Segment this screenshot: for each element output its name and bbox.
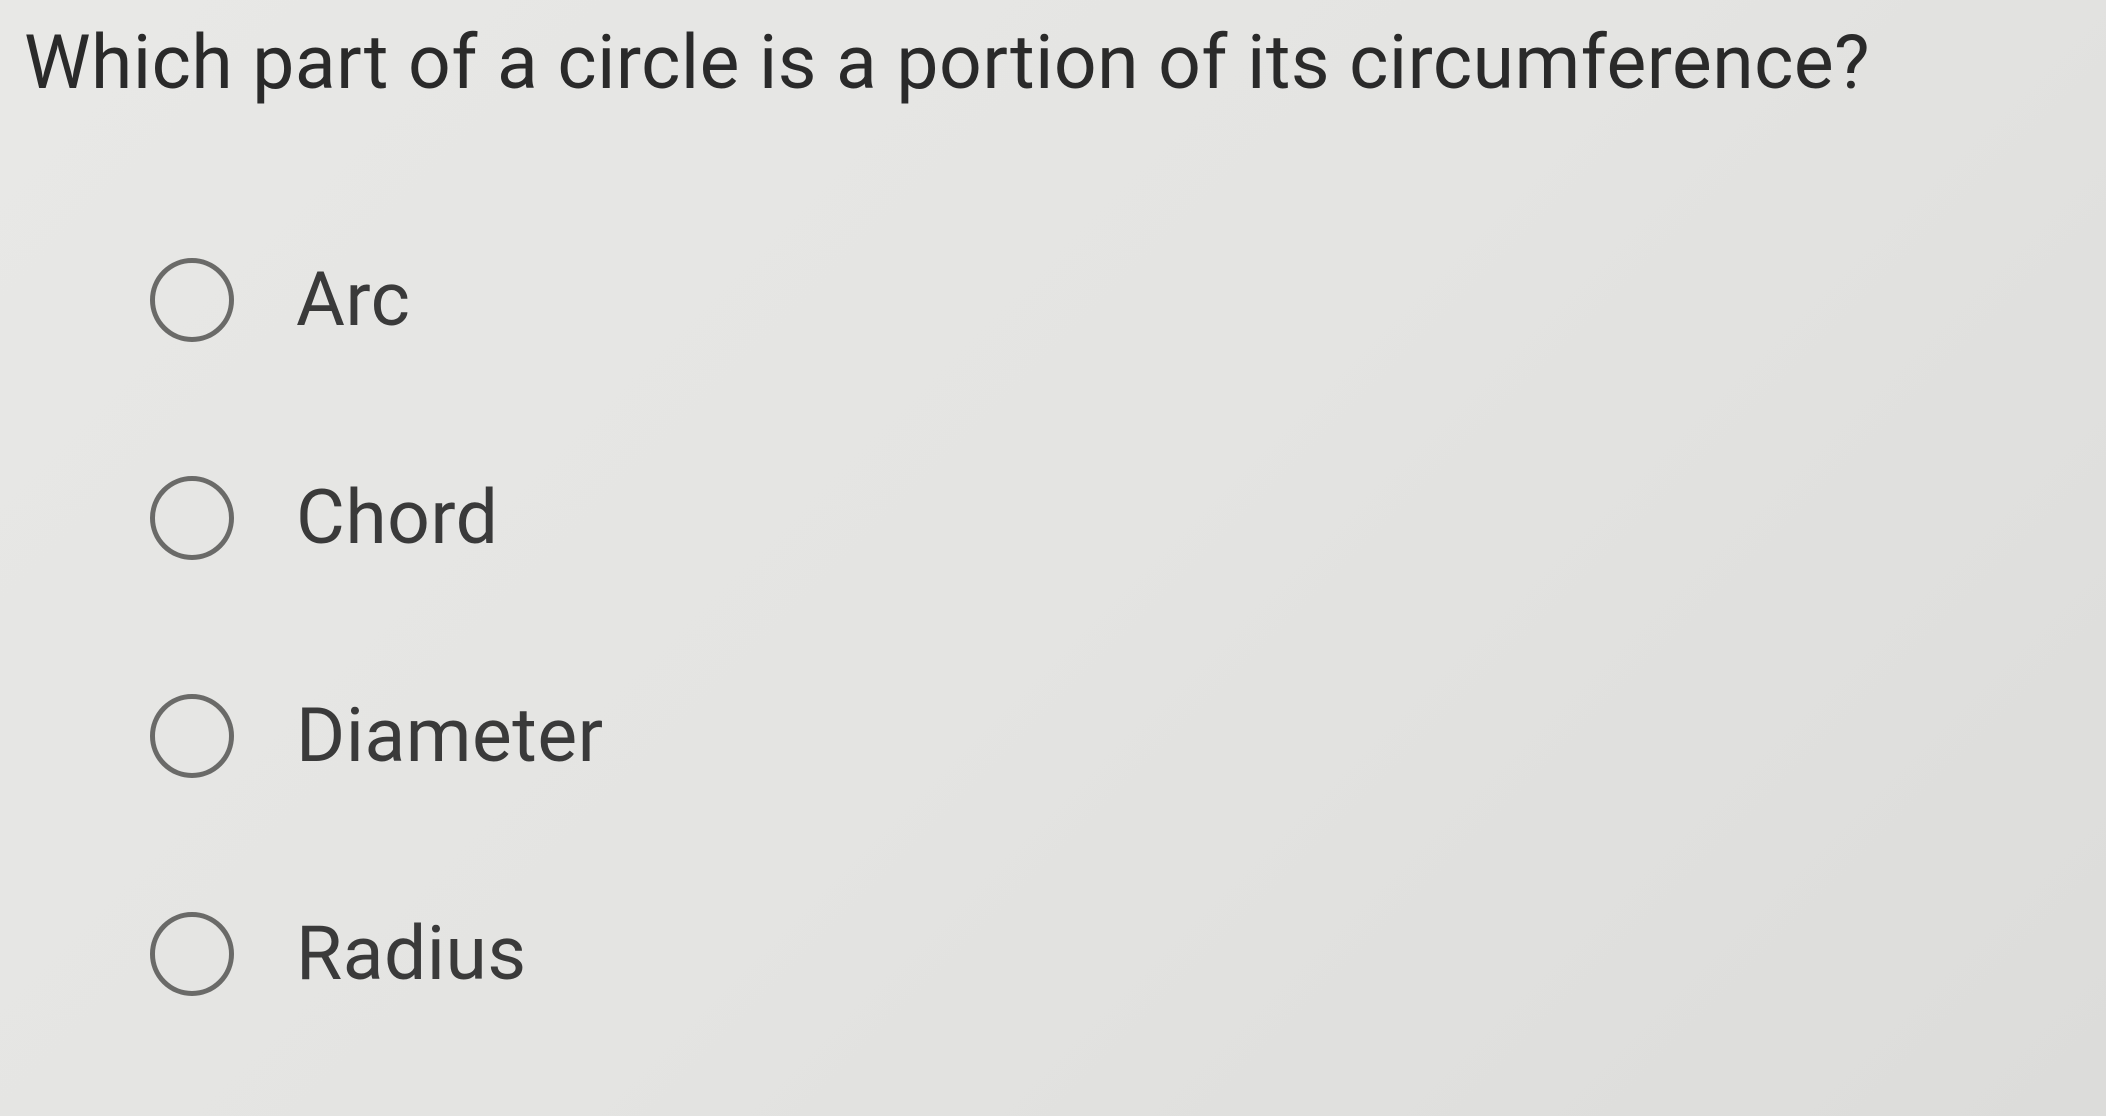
option-radius[interactable]: Radius [150, 910, 2106, 998]
radio-icon[interactable] [150, 258, 234, 342]
question-text: Which part of a circle is a portion of i… [0, 0, 2106, 106]
option-label: Arc [296, 256, 410, 344]
radio-icon[interactable] [150, 694, 234, 778]
option-label: Chord [296, 474, 498, 562]
radio-icon[interactable] [150, 476, 234, 560]
options-group: Arc Chord Diameter Radius [0, 256, 2106, 998]
radio-icon[interactable] [150, 912, 234, 996]
option-diameter[interactable]: Diameter [150, 692, 2106, 780]
option-arc[interactable]: Arc [150, 256, 2106, 344]
option-label: Diameter [296, 692, 604, 780]
option-label: Radius [296, 910, 527, 998]
option-chord[interactable]: Chord [150, 474, 2106, 562]
